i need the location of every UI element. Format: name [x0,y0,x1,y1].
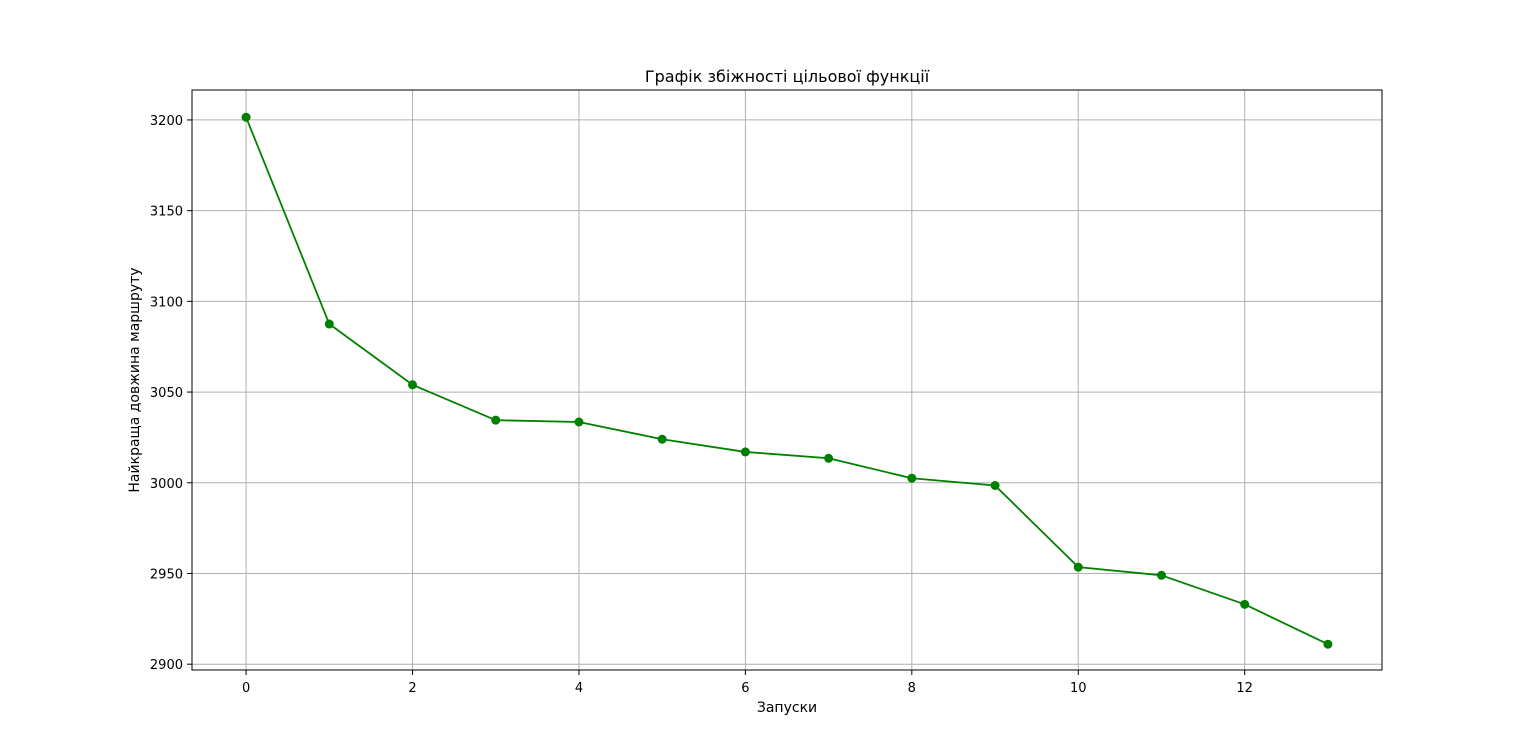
data-point [824,453,834,463]
x-tick-label: 6 [741,681,749,696]
y-tick-label: 2900 [150,658,183,673]
data-point [241,112,251,122]
y-tick-label: 3000 [150,477,183,492]
data-point [491,415,501,425]
series-line [245,116,1329,646]
y-tick-label: 3200 [150,114,183,129]
y-tick-label: 3100 [150,295,183,310]
data-point [990,480,1000,490]
data-point [324,319,334,329]
x-tick-label: 8 [908,681,916,696]
x-axis-ticks: 0 2 4 6 8 10 12 [242,670,1253,696]
x-tick-label: 0 [242,681,250,696]
data-point [1156,570,1166,580]
data-point [1323,639,1333,649]
y-axis-label: Найкраща довжина маршруту [127,267,143,492]
data-point [408,380,418,390]
data-point [740,447,750,457]
x-tick-label: 12 [1236,681,1253,696]
x-tick-label: 4 [575,681,583,696]
y-axis-ticks: 2900 2950 3000 3050 3100 3150 3200 [150,114,192,673]
data-series [241,112,1333,649]
data-point [907,473,917,483]
x-tick-label: 2 [408,681,416,696]
data-point [1073,562,1083,572]
y-tick-label: 2950 [150,567,183,582]
plot-frame [191,89,1383,671]
x-tick-label: 10 [1070,681,1087,696]
grid-lines [192,90,1382,670]
data-point [1240,599,1250,609]
y-tick-label: 3150 [150,205,183,220]
y-tick-label: 3050 [150,386,183,401]
chart-title: Графік збіжності цільової функції [645,67,930,86]
x-axis-label: Запуски [757,700,817,716]
data-point [574,417,584,427]
data-point [657,434,667,444]
